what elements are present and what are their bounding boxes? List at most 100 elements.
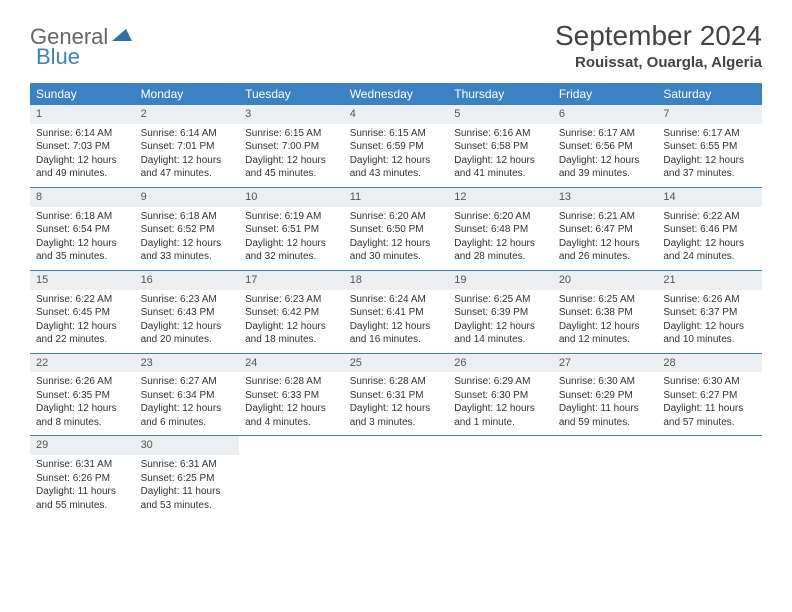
sunset-text: Sunset: 6:33 PM	[245, 389, 338, 403]
calendar-day-cell: 13Sunrise: 6:21 AMSunset: 6:47 PMDayligh…	[553, 187, 658, 270]
sunset-text: Sunset: 6:52 PM	[141, 223, 234, 237]
sunset-text: Sunset: 6:46 PM	[663, 223, 756, 237]
day-number: 9	[135, 188, 240, 207]
daylight-line2: and 30 minutes.	[350, 250, 443, 264]
day-body: Sunrise: 6:15 AMSunset: 7:00 PMDaylight:…	[239, 124, 344, 187]
sunset-text: Sunset: 6:25 PM	[141, 472, 234, 486]
day-number: 17	[239, 271, 344, 290]
calendar-week-row: 8Sunrise: 6:18 AMSunset: 6:54 PMDaylight…	[30, 187, 762, 270]
day-body: Sunrise: 6:14 AMSunset: 7:01 PMDaylight:…	[135, 124, 240, 187]
daylight-line2: and 20 minutes.	[141, 333, 234, 347]
daylight-line2: and 24 minutes.	[663, 250, 756, 264]
calendar-day-cell: 6Sunrise: 6:17 AMSunset: 6:56 PMDaylight…	[553, 105, 658, 187]
sunrise-text: Sunrise: 6:16 AM	[454, 127, 547, 141]
day-number: 28	[657, 354, 762, 373]
sunset-text: Sunset: 6:38 PM	[559, 306, 652, 320]
sunset-text: Sunset: 6:34 PM	[141, 389, 234, 403]
daylight-line2: and 8 minutes.	[36, 416, 129, 430]
daylight-line1: Daylight: 12 hours	[350, 320, 443, 334]
daylight-line2: and 53 minutes.	[141, 499, 234, 513]
day-number: 26	[448, 354, 553, 373]
sunrise-text: Sunrise: 6:25 AM	[454, 293, 547, 307]
day-number: 24	[239, 354, 344, 373]
day-body: Sunrise: 6:28 AMSunset: 6:33 PMDaylight:…	[239, 372, 344, 435]
day-number: 12	[448, 188, 553, 207]
daylight-line2: and 43 minutes.	[350, 167, 443, 181]
logo-blue-wrap: Blue	[36, 44, 80, 70]
weekday-header: Thursday	[448, 83, 553, 105]
daylight-line1: Daylight: 12 hours	[141, 154, 234, 168]
calendar-day-cell	[448, 436, 553, 518]
daylight-line2: and 6 minutes.	[141, 416, 234, 430]
day-body: Sunrise: 6:25 AMSunset: 6:38 PMDaylight:…	[553, 290, 658, 353]
day-body: Sunrise: 6:14 AMSunset: 7:03 PMDaylight:…	[30, 124, 135, 187]
day-body: Sunrise: 6:31 AMSunset: 6:25 PMDaylight:…	[135, 455, 240, 518]
daylight-line2: and 39 minutes.	[559, 167, 652, 181]
calendar-head: SundayMondayTuesdayWednesdayThursdayFrid…	[30, 83, 762, 105]
sunrise-text: Sunrise: 6:25 AM	[559, 293, 652, 307]
daylight-line1: Daylight: 12 hours	[245, 402, 338, 416]
calendar-week-row: 22Sunrise: 6:26 AMSunset: 6:35 PMDayligh…	[30, 353, 762, 436]
calendar-day-cell: 25Sunrise: 6:28 AMSunset: 6:31 PMDayligh…	[344, 353, 449, 436]
sunrise-text: Sunrise: 6:28 AM	[350, 375, 443, 389]
sunrise-text: Sunrise: 6:18 AM	[36, 210, 129, 224]
daylight-line1: Daylight: 12 hours	[454, 320, 547, 334]
daylight-line1: Daylight: 12 hours	[350, 237, 443, 251]
sunrise-text: Sunrise: 6:31 AM	[36, 458, 129, 472]
daylight-line1: Daylight: 11 hours	[36, 485, 129, 499]
day-body: Sunrise: 6:30 AMSunset: 6:27 PMDaylight:…	[657, 372, 762, 435]
calendar-day-cell: 14Sunrise: 6:22 AMSunset: 6:46 PMDayligh…	[657, 187, 762, 270]
calendar-day-cell: 8Sunrise: 6:18 AMSunset: 6:54 PMDaylight…	[30, 187, 135, 270]
day-body: Sunrise: 6:16 AMSunset: 6:58 PMDaylight:…	[448, 124, 553, 187]
day-body: Sunrise: 6:20 AMSunset: 6:50 PMDaylight:…	[344, 207, 449, 270]
sunrise-text: Sunrise: 6:18 AM	[141, 210, 234, 224]
sunrise-text: Sunrise: 6:15 AM	[350, 127, 443, 141]
calendar-day-cell: 2Sunrise: 6:14 AMSunset: 7:01 PMDaylight…	[135, 105, 240, 187]
day-body: Sunrise: 6:30 AMSunset: 6:29 PMDaylight:…	[553, 372, 658, 435]
day-body: Sunrise: 6:22 AMSunset: 6:45 PMDaylight:…	[30, 290, 135, 353]
calendar-day-cell: 12Sunrise: 6:20 AMSunset: 6:48 PMDayligh…	[448, 187, 553, 270]
calendar-day-cell: 30Sunrise: 6:31 AMSunset: 6:25 PMDayligh…	[135, 436, 240, 518]
daylight-line1: Daylight: 12 hours	[559, 154, 652, 168]
sunset-text: Sunset: 6:30 PM	[454, 389, 547, 403]
daylight-line2: and 10 minutes.	[663, 333, 756, 347]
logo-triangle-icon	[112, 27, 132, 48]
sunset-text: Sunset: 6:59 PM	[350, 140, 443, 154]
sunrise-text: Sunrise: 6:23 AM	[245, 293, 338, 307]
daylight-line1: Daylight: 12 hours	[245, 154, 338, 168]
calendar-day-cell	[553, 436, 658, 518]
day-number: 13	[553, 188, 658, 207]
day-body: Sunrise: 6:23 AMSunset: 6:43 PMDaylight:…	[135, 290, 240, 353]
calendar-day-cell: 24Sunrise: 6:28 AMSunset: 6:33 PMDayligh…	[239, 353, 344, 436]
daylight-line2: and 45 minutes.	[245, 167, 338, 181]
logo-text-blue: Blue	[36, 44, 80, 69]
sunset-text: Sunset: 6:31 PM	[350, 389, 443, 403]
sunrise-text: Sunrise: 6:27 AM	[141, 375, 234, 389]
day-body: Sunrise: 6:31 AMSunset: 6:26 PMDaylight:…	[30, 455, 135, 518]
calendar-day-cell: 18Sunrise: 6:24 AMSunset: 6:41 PMDayligh…	[344, 270, 449, 353]
calendar-week-row: 1Sunrise: 6:14 AMSunset: 7:03 PMDaylight…	[30, 105, 762, 187]
day-number: 21	[657, 271, 762, 290]
daylight-line2: and 16 minutes.	[350, 333, 443, 347]
daylight-line1: Daylight: 12 hours	[454, 154, 547, 168]
sunset-text: Sunset: 6:37 PM	[663, 306, 756, 320]
day-body: Sunrise: 6:27 AMSunset: 6:34 PMDaylight:…	[135, 372, 240, 435]
sunrise-text: Sunrise: 6:29 AM	[454, 375, 547, 389]
day-number: 14	[657, 188, 762, 207]
sunrise-text: Sunrise: 6:15 AM	[245, 127, 338, 141]
daylight-line1: Daylight: 12 hours	[663, 237, 756, 251]
calendar-day-cell: 20Sunrise: 6:25 AMSunset: 6:38 PMDayligh…	[553, 270, 658, 353]
sunrise-text: Sunrise: 6:31 AM	[141, 458, 234, 472]
weekday-header: Monday	[135, 83, 240, 105]
calendar-day-cell: 28Sunrise: 6:30 AMSunset: 6:27 PMDayligh…	[657, 353, 762, 436]
sunset-text: Sunset: 6:55 PM	[663, 140, 756, 154]
weekday-header: Wednesday	[344, 83, 449, 105]
calendar-day-cell	[657, 436, 762, 518]
location: Rouissat, Ouargla, Algeria	[555, 54, 762, 71]
daylight-line1: Daylight: 11 hours	[559, 402, 652, 416]
day-body: Sunrise: 6:18 AMSunset: 6:54 PMDaylight:…	[30, 207, 135, 270]
day-body: Sunrise: 6:17 AMSunset: 6:55 PMDaylight:…	[657, 124, 762, 187]
sunset-text: Sunset: 6:54 PM	[36, 223, 129, 237]
daylight-line1: Daylight: 12 hours	[454, 402, 547, 416]
daylight-line1: Daylight: 12 hours	[36, 154, 129, 168]
